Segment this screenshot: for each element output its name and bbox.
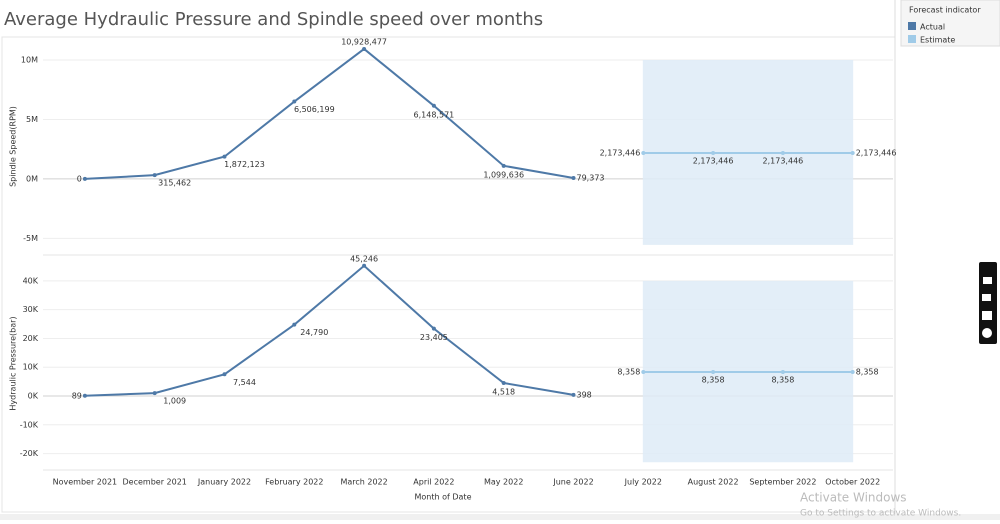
data-label: 24,790 [300, 328, 328, 337]
settings-icon[interactable] [982, 328, 992, 338]
data-label: 7,544 [233, 378, 256, 387]
data-point [152, 391, 157, 396]
data-label: 8,358 [856, 367, 879, 376]
x-tick-label: March 2022 [340, 478, 387, 487]
x-tick-label: October 2022 [825, 478, 880, 487]
y-tick-label: 40K [23, 276, 39, 285]
y-axis-title: Hydraulic Pressure(bar) [9, 316, 18, 410]
data-label: 8,358 [617, 367, 640, 376]
data-point [780, 151, 785, 156]
data-label: 79,373 [577, 173, 605, 182]
chart-title: Average Hydraulic Pressure and Spindle s… [4, 9, 543, 30]
data-point [222, 154, 227, 159]
y-tick-label: -20K [20, 449, 39, 458]
data-label: 6,148,571 [414, 110, 455, 119]
x-tick-label: January 2022 [197, 478, 251, 487]
data-label: 10,928,477 [341, 37, 387, 46]
y-tick-label: 10M [21, 55, 38, 64]
data-label: 1,099,636 [483, 170, 524, 179]
y-axis-title: Spindle Speed(RPM) [9, 106, 18, 187]
data-label: 2,173,446 [856, 149, 897, 158]
y-tick-label: -10K [20, 420, 39, 429]
data-point [850, 151, 855, 156]
camera-icon[interactable] [983, 277, 992, 284]
legend-swatch [908, 22, 916, 30]
video-icon[interactable] [982, 294, 991, 301]
data-point [501, 163, 506, 168]
data-point [362, 263, 367, 268]
data-point [641, 151, 646, 156]
scrollbar [0, 514, 1000, 520]
legend-box [900, 0, 1000, 47]
x-tick-label: July 2022 [624, 478, 662, 487]
x-tick-label: September 2022 [749, 478, 816, 487]
data-label: 1,009 [163, 397, 186, 406]
data-point [431, 103, 436, 108]
data-label: 1,872,123 [224, 160, 265, 169]
data-point [501, 381, 506, 386]
y-tick-label: 30K [23, 305, 39, 314]
data-point [711, 369, 716, 374]
x-tick-label: December 2021 [123, 478, 187, 487]
data-label: 315,462 [158, 179, 191, 188]
data-label: 6,506,199 [294, 105, 335, 114]
legend-swatch [908, 35, 916, 43]
x-tick-label: November 2021 [53, 478, 118, 487]
data-label: 8,358 [702, 375, 725, 384]
watermark-text: Go to Settings to activate Windows. [800, 509, 961, 519]
data-point [431, 326, 436, 331]
data-label: 4,518 [492, 388, 515, 397]
data-label: 89 [72, 391, 82, 400]
data-point [362, 46, 367, 51]
legend-title: Forecast indicator [909, 6, 981, 15]
x-tick-label: May 2022 [484, 478, 523, 487]
data-label: 0 [77, 174, 82, 183]
data-label: 8,358 [771, 375, 794, 384]
x-tick-label: February 2022 [265, 478, 323, 487]
y-tick-label: 0M [26, 174, 38, 183]
legend-label: Estimate [920, 36, 955, 45]
data-label: 2,173,446 [600, 149, 641, 158]
data-point [152, 173, 157, 178]
data-point [82, 393, 87, 398]
x-tick-label: June 2022 [552, 478, 593, 487]
data-point [850, 369, 855, 374]
legend-label: Actual [920, 23, 945, 32]
series-line [84, 264, 574, 397]
y-tick-label: 10K [23, 363, 39, 372]
data-point [292, 99, 297, 104]
x-axis-title: Month of Date [415, 493, 472, 502]
x-tick-label: August 2022 [688, 478, 739, 487]
window-icon[interactable] [982, 311, 992, 320]
y-tick-label: 5M [26, 115, 38, 124]
data-point [571, 175, 576, 180]
data-point [641, 369, 646, 374]
data-point [222, 372, 227, 377]
watermark-title: Activate Windows [800, 491, 907, 505]
data-label: 45,246 [350, 254, 378, 263]
data-point [571, 392, 576, 397]
y-tick-label: -5M [23, 234, 38, 243]
data-label: 2,173,446 [693, 157, 734, 166]
data-label: 398 [577, 390, 592, 399]
data-point [292, 322, 297, 327]
data-label: 2,173,446 [763, 157, 804, 166]
data-point [82, 176, 87, 181]
toolbar [979, 262, 997, 344]
y-tick-label: 0K [28, 392, 39, 401]
series-line [84, 47, 574, 180]
data-point [780, 369, 785, 374]
data-label: 23,405 [420, 333, 448, 342]
y-tick-label: 20K [23, 334, 39, 343]
data-point [711, 151, 716, 156]
x-tick-label: April 2022 [413, 478, 454, 487]
